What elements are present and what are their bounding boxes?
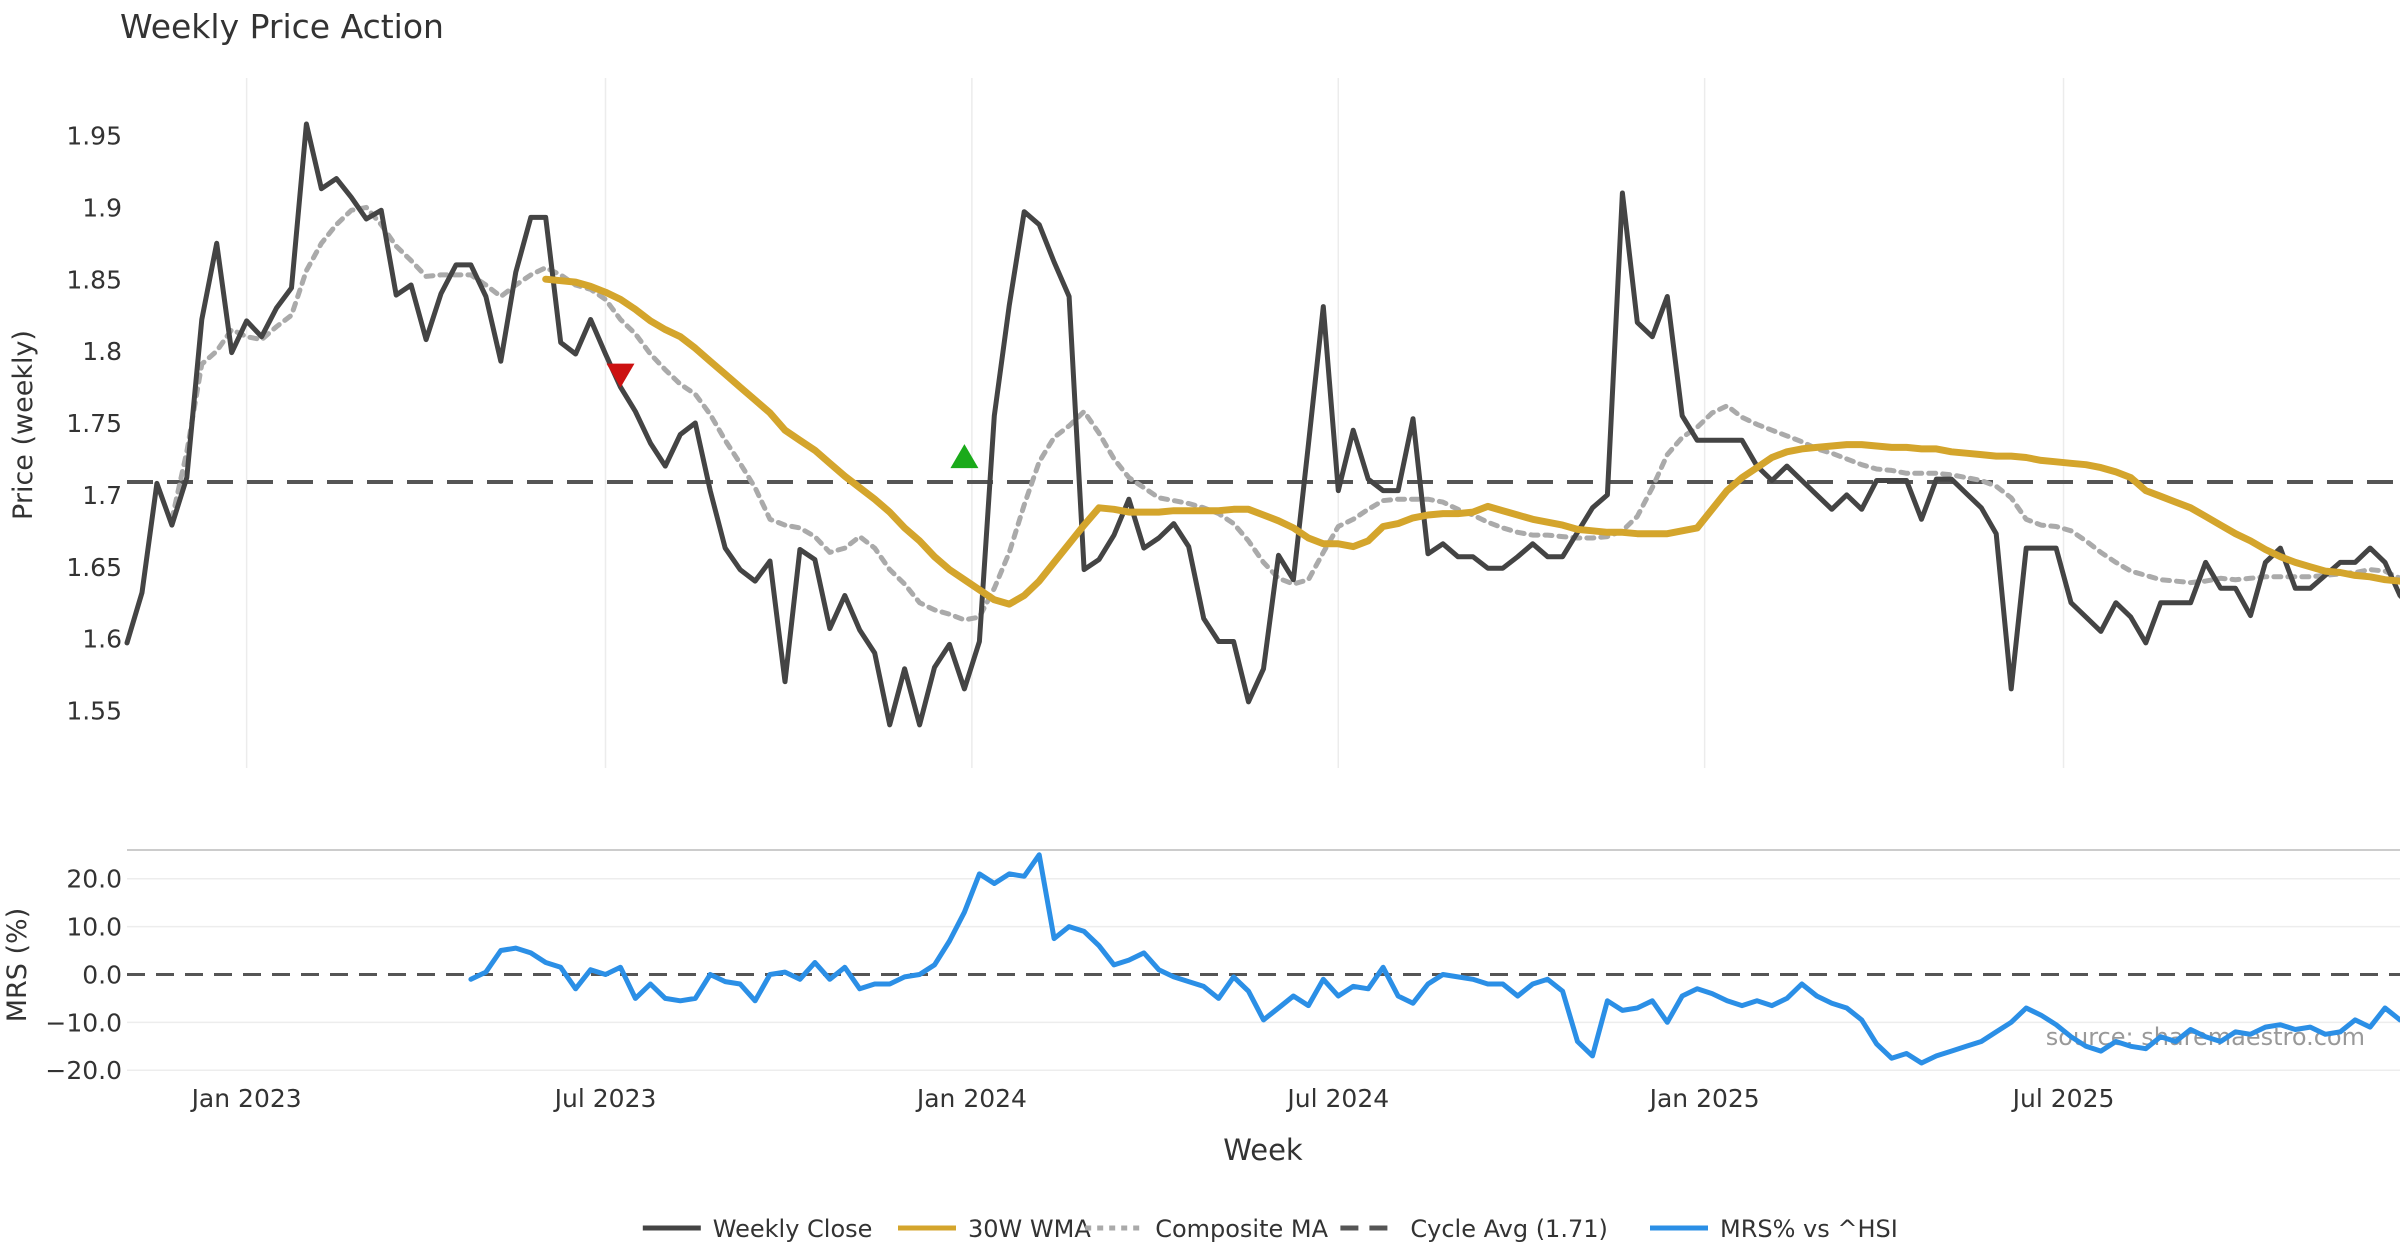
legend-item-mrs-vs-hsi: MRS% vs ^HSI — [1650, 1215, 1898, 1243]
series-composite-ma — [169, 204, 2400, 623]
price-y-tick-label: 1.75 — [66, 409, 122, 438]
mrs-y-tick-label: 20.0 — [66, 865, 122, 894]
mrs-series-group — [468, 852, 2400, 1066]
x-tick-label: Jan 2024 — [915, 1084, 1027, 1113]
x-tick-label: Jul 2025 — [2011, 1084, 2115, 1113]
legend-label: MRS% vs ^HSI — [1720, 1215, 1898, 1243]
sell-signal-marker — [606, 363, 635, 388]
mrs-y-tick-label: 10.0 — [66, 913, 122, 942]
price-y-tick-label: 1.65 — [66, 553, 122, 582]
mrs-y-tick-label: 0.0 — [82, 960, 122, 989]
price-y-tick-label: 1.7 — [82, 481, 122, 510]
legend-label: Weekly Close — [713, 1215, 873, 1243]
x-ticks: Jan 2023 Jul 2023 Jan 2024 Jul 2024 Jan 2025… — [190, 1084, 2115, 1113]
mrs-y-ticks: −20.0 −10.0 0.0 10.0 20.0 — [45, 849, 2400, 1085]
mrs-y-tick-label: −20.0 — [45, 1056, 122, 1085]
x-axis-label: Week — [1223, 1133, 1303, 1167]
x-tick-label: Jan 2023 — [190, 1084, 302, 1113]
series-30w-wma — [542, 275, 2400, 608]
price-y-tick-label: 1.8 — [82, 337, 122, 366]
chart-title: Weekly Price Action — [120, 7, 444, 46]
price-y-axis-label: Price (weekly) — [8, 330, 39, 520]
x-tick-label: Jul 2024 — [1285, 1084, 1389, 1113]
mrs-y-axis-label: MRS (%) — [2, 908, 33, 1023]
legend-item-cycle-avg-1-71: Cycle Avg (1.71) — [1340, 1215, 1608, 1243]
price-series-group — [124, 121, 2400, 728]
legend-label: 30W WMA — [968, 1215, 1091, 1243]
buy-signal-marker — [950, 444, 979, 469]
price-y-tick-label: 1.95 — [66, 122, 122, 151]
legend-label: Cycle Avg (1.71) — [1410, 1215, 1607, 1243]
series-mrs-vs-hsi — [468, 852, 2400, 1066]
legend-item-30w-wma: 30W WMA — [898, 1215, 1091, 1243]
legend-item-weekly-close: Weekly Close — [642, 1215, 873, 1243]
price-y-tick-label: 1.6 — [82, 625, 122, 654]
signal-markers — [606, 363, 979, 469]
legend-item-composite-ma: Composite MA — [1085, 1215, 1329, 1243]
price-grid — [245, 78, 2065, 768]
price-y-tick-label: 1.85 — [66, 265, 122, 294]
mrs-y-tick-label: −10.0 — [45, 1008, 122, 1037]
series-weekly-close — [124, 121, 2400, 728]
x-tick-label: Jan 2025 — [1648, 1084, 1760, 1113]
legend: Weekly Close 30W WMA Composite MA Cycle Avg… — [642, 1215, 1898, 1243]
price-y-tick-label: 1.55 — [66, 697, 122, 726]
price-y-ticks: 1.55 1.6 1.65 1.7 1.75 1.8 1.85 1.9 1.95 — [66, 122, 122, 726]
price-y-tick-label: 1.9 — [82, 193, 122, 222]
legend-label: Composite MA — [1155, 1215, 1328, 1243]
x-tick-label: Jul 2023 — [553, 1084, 657, 1113]
